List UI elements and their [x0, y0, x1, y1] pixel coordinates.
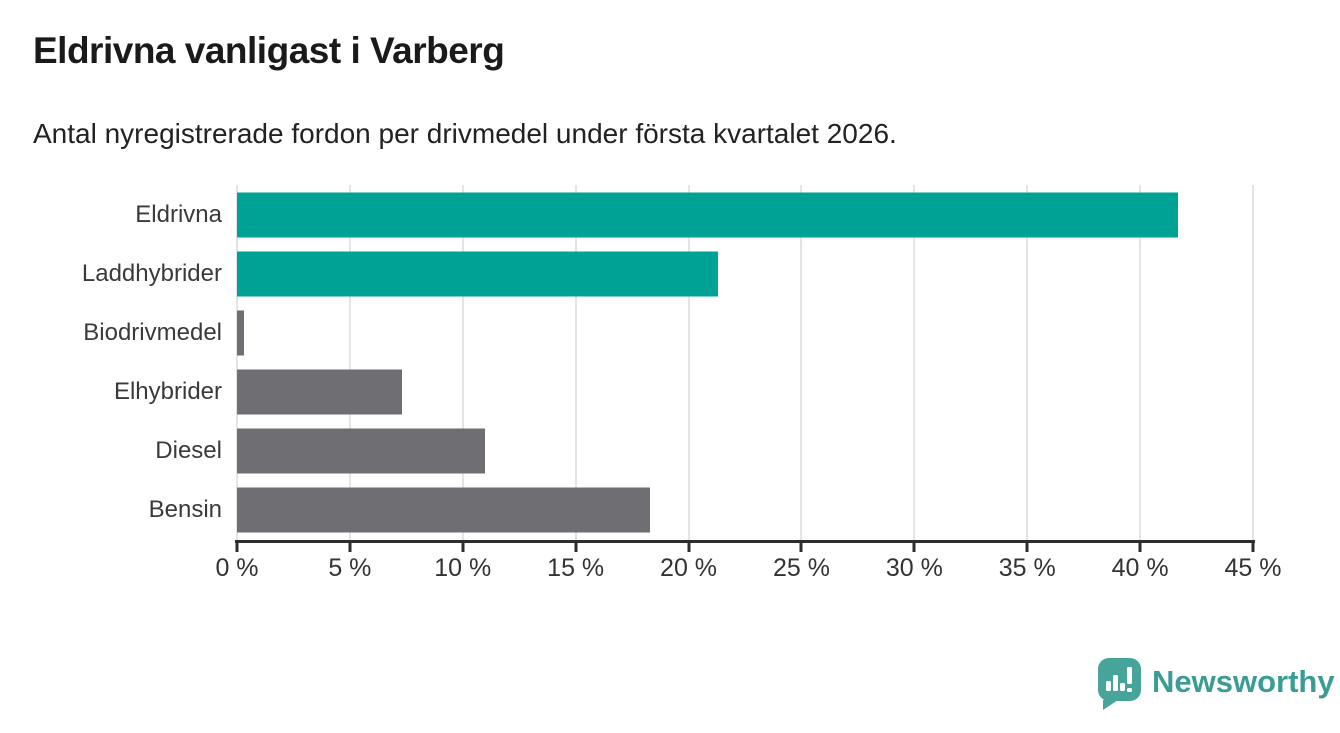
tick-label: 15 % [547, 554, 605, 582]
category-label: Elhybrider [113, 378, 222, 406]
plot-grid-layer [236, 185, 1254, 540]
tick-label: 0 % [215, 554, 259, 582]
brand-name: Newsworthy [1152, 664, 1335, 699]
category-label: Diesel [155, 437, 222, 465]
tick-label: 25 % [772, 554, 830, 582]
speech-bubble-tail [1103, 700, 1118, 710]
gridline [1139, 185, 1142, 540]
chart-row: Eldrivna [0, 185, 1340, 244]
bar-elhybrider [237, 369, 402, 415]
tick-label: 45 % [1224, 554, 1282, 582]
gridline [574, 185, 577, 540]
axis-tick [687, 543, 691, 552]
chart-row: Bensin [0, 481, 1340, 540]
chart-row: Laddhybrider [0, 244, 1340, 303]
gridline [461, 185, 464, 540]
tick-label: 35 % [998, 554, 1056, 582]
axis-tick [461, 543, 465, 552]
gridline [348, 185, 351, 540]
tick-label: 5 % [328, 554, 372, 582]
chart-row: Diesel [0, 422, 1340, 481]
bar-track [237, 363, 1253, 422]
axis-tick [1251, 543, 1255, 552]
tick-label: 30 % [885, 554, 943, 582]
gridline [1252, 185, 1254, 540]
bar-track [237, 481, 1253, 540]
axis-tick [912, 543, 916, 552]
newsworthy-bar-chart-speech-bubble-icon [1098, 658, 1141, 710]
axis-tick [1025, 543, 1029, 552]
chart-rows: Eldrivna Laddhybrider Biodrivmedel Elhybrid… [0, 185, 1340, 540]
chart-title: Eldrivna vanligast i Varberg [33, 30, 505, 71]
tick-label: 10 % [434, 554, 492, 582]
bar-track [237, 422, 1253, 481]
bar-laddhybrider [237, 251, 718, 297]
x-axis-tick-labels: 0 % 5 % 10 % 15 % 20 % 25 % 30 % 35 % 40 % 45 % [0, 554, 1340, 588]
bar-track [237, 244, 1253, 303]
bar-eldrivna [237, 192, 1179, 238]
chart-row: Biodrivmedel [0, 303, 1340, 362]
bar-track [237, 185, 1253, 244]
gridline [913, 185, 916, 540]
category-label: Laddhybrider [81, 259, 222, 287]
gridline [236, 185, 238, 540]
bar-bensin [237, 487, 651, 533]
gridline [687, 185, 690, 540]
gridline [1026, 185, 1029, 540]
tick-label: 20 % [660, 554, 718, 582]
axis-tick [799, 543, 803, 552]
category-label: Biodrivmedel [83, 318, 222, 346]
axis-tick [348, 543, 352, 552]
bar-biodrivmedel [237, 310, 244, 356]
bar-diesel [237, 428, 486, 474]
chart-subtitle: Antal nyregistrerade fordon per drivmede… [33, 118, 897, 149]
category-label: Eldrivna [135, 200, 222, 228]
gridline [800, 185, 803, 540]
axis-tick [1138, 543, 1142, 552]
axis-tick [574, 543, 578, 552]
tick-label: 40 % [1111, 554, 1169, 582]
axis-tick [235, 543, 239, 552]
category-label: Bensin [148, 496, 222, 524]
chart-row: Elhybrider [0, 363, 1340, 422]
bar-track [237, 303, 1253, 362]
x-axis-line [235, 540, 1255, 552]
